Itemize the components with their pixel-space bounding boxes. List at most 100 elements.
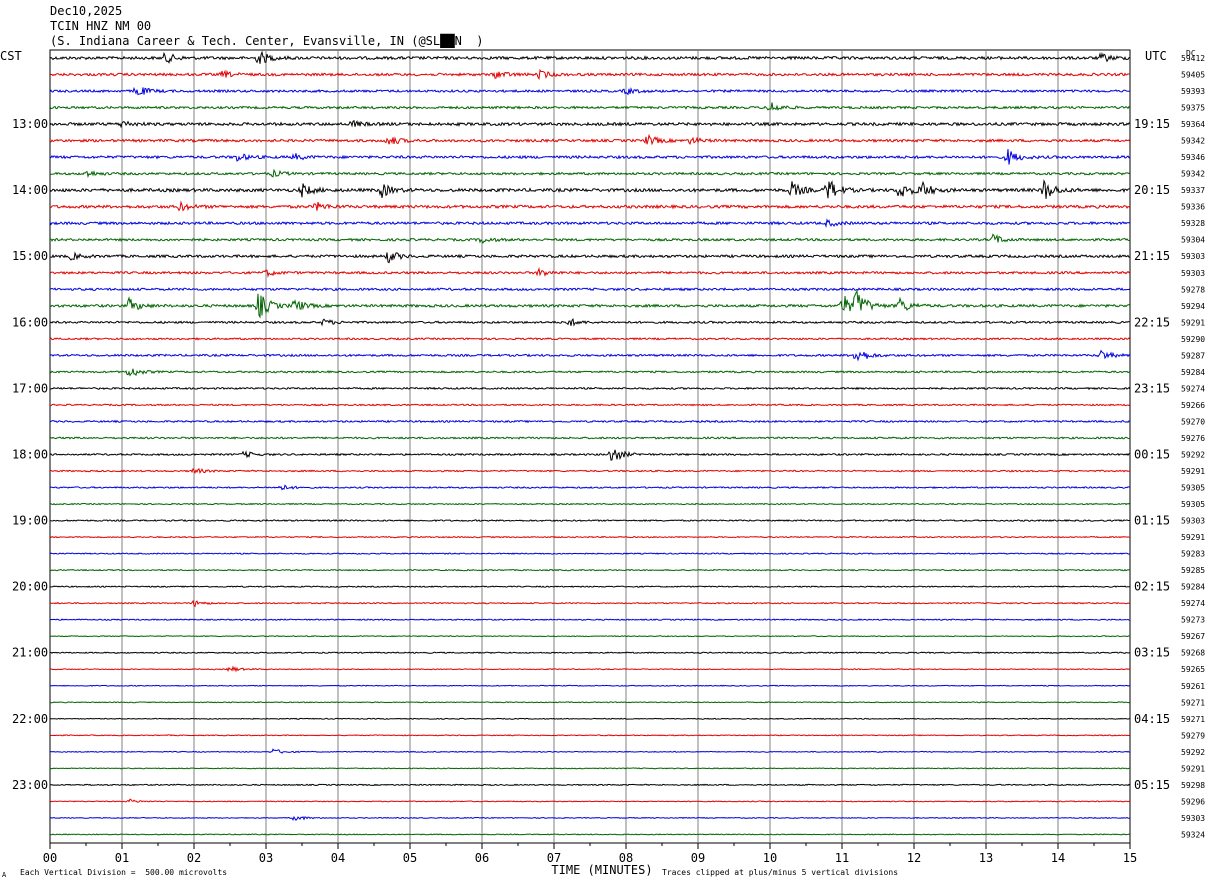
left-timezone-label: CST bbox=[0, 49, 22, 63]
dc-offset-label: 59279 bbox=[1181, 731, 1205, 740]
x-tick-label: 11 bbox=[835, 851, 849, 865]
dc-offset-label: 59375 bbox=[1181, 104, 1205, 113]
dc-offset-label: 59270 bbox=[1181, 417, 1205, 426]
seismic-trace bbox=[49, 218, 1131, 228]
utc-hour-label: 19:15 bbox=[1134, 117, 1170, 131]
dc-offset-label: 59303 bbox=[1181, 814, 1205, 823]
seismic-trace bbox=[49, 665, 1131, 673]
cst-hour-label: 23:00 bbox=[12, 778, 48, 792]
seismic-trace bbox=[49, 436, 1131, 440]
dc-offset-label: 59271 bbox=[1181, 715, 1205, 724]
seismic-trace bbox=[49, 289, 1131, 319]
dc-offset-label: 59268 bbox=[1181, 649, 1205, 658]
seismic-trace bbox=[50, 251, 1131, 264]
utc-hour-label: 02:15 bbox=[1134, 580, 1170, 594]
clip-note: Traces clipped at plus/minus 5 vertical … bbox=[662, 868, 899, 877]
x-tick-label: 14 bbox=[1051, 851, 1065, 865]
dc-offset-label: 59292 bbox=[1181, 748, 1205, 757]
dc-offset-label: 59266 bbox=[1181, 401, 1205, 410]
station-location: (S. Indiana Career & Tech. Center, Evans… bbox=[50, 34, 484, 48]
dc-offset-label: 59303 bbox=[1181, 269, 1205, 278]
dc-offset-label: 59412 bbox=[1181, 54, 1205, 63]
seismic-trace bbox=[49, 748, 1130, 754]
x-tick-label: 04 bbox=[331, 851, 345, 865]
dc-offset-label: 59305 bbox=[1181, 500, 1205, 509]
seismic-trace bbox=[49, 535, 1131, 539]
seismic-trace bbox=[49, 349, 1131, 362]
cst-hour-label: 21:00 bbox=[12, 646, 48, 660]
dc-offset-label: 59298 bbox=[1181, 781, 1205, 790]
utc-hour-label: 00:15 bbox=[1134, 447, 1170, 461]
x-tick-label: 10 bbox=[763, 851, 777, 865]
dc-offset-label: 59273 bbox=[1181, 616, 1205, 625]
seismic-trace bbox=[49, 149, 1131, 165]
x-tick-label: 08 bbox=[619, 851, 633, 865]
cst-hour-label: 14:00 bbox=[12, 183, 48, 197]
seismic-trace bbox=[49, 233, 1131, 244]
seismic-trace bbox=[49, 403, 1131, 407]
seismic-trace bbox=[49, 50, 1131, 64]
seismic-trace bbox=[49, 502, 1131, 506]
seismic-trace bbox=[49, 119, 1131, 129]
x-axis-title: TIME (MINUTES) bbox=[551, 863, 652, 877]
cst-hour-label: 19:00 bbox=[12, 514, 48, 528]
x-tick-label: 12 bbox=[907, 851, 921, 865]
x-tick-label: 07 bbox=[547, 851, 561, 865]
seismic-trace bbox=[49, 266, 1131, 278]
seismic-trace bbox=[49, 651, 1131, 655]
dc-offset-label: 59278 bbox=[1181, 285, 1205, 294]
utc-hour-label: 03:15 bbox=[1134, 646, 1170, 660]
seismic-trace bbox=[50, 585, 1131, 588]
dc-offset-label: 59303 bbox=[1181, 517, 1205, 526]
cst-hour-label: 18:00 bbox=[12, 447, 48, 461]
seismic-trace bbox=[49, 386, 1131, 391]
dc-offset-label: 59304 bbox=[1181, 236, 1205, 245]
dc-offset-label: 59290 bbox=[1181, 335, 1205, 344]
dc-offset-label: 59267 bbox=[1181, 632, 1205, 641]
dc-offset-label: 59342 bbox=[1181, 170, 1205, 179]
seismic-trace bbox=[49, 684, 1131, 687]
dc-offset-header: DC bbox=[1186, 49, 1196, 58]
plot-frame bbox=[49, 49, 1131, 844]
seismic-trace bbox=[49, 179, 1130, 199]
dc-offset-label: 59336 bbox=[1181, 203, 1205, 212]
seismic-trace bbox=[49, 419, 1131, 424]
seismic-trace bbox=[49, 467, 1131, 475]
utc-hour-label: 01:15 bbox=[1134, 514, 1170, 528]
dc-offset-label: 59274 bbox=[1181, 384, 1205, 393]
seismic-trace bbox=[49, 318, 1131, 327]
cst-hour-label: 17:00 bbox=[12, 381, 48, 395]
seismic-trace bbox=[49, 168, 1131, 179]
seismic-trace bbox=[49, 368, 1131, 377]
utc-hour-label: 23:15 bbox=[1134, 381, 1170, 395]
seismic-trace bbox=[49, 599, 1131, 608]
utc-hour-label: 20:15 bbox=[1134, 183, 1170, 197]
seismic-trace bbox=[49, 833, 1131, 836]
dc-offset-label: 59296 bbox=[1181, 797, 1205, 806]
dc-offset-label: 59271 bbox=[1181, 698, 1205, 707]
dc-offset-label: 59285 bbox=[1181, 566, 1205, 575]
x-tick-label: 15 bbox=[1123, 851, 1137, 865]
seismic-trace bbox=[49, 200, 1131, 212]
dc-offset-label: 59291 bbox=[1181, 764, 1205, 773]
seismic-trace bbox=[49, 815, 1131, 822]
x-tick-label: 13 bbox=[979, 851, 993, 865]
dc-offset-label: 59291 bbox=[1181, 467, 1205, 476]
x-tick-label: 06 bbox=[475, 851, 489, 865]
dc-offset-label: 59342 bbox=[1181, 137, 1205, 146]
x-tick-label: 01 bbox=[115, 851, 129, 865]
cst-hour-label: 13:00 bbox=[12, 117, 48, 131]
dc-offset-label: 59364 bbox=[1181, 120, 1205, 129]
station-id: TCIN HNZ NM 00 bbox=[50, 19, 152, 33]
right-timezone-label: UTC bbox=[1145, 49, 1167, 63]
seismic-trace bbox=[49, 133, 1131, 146]
plot-date: Dec10,2025 bbox=[50, 4, 123, 18]
utc-hour-label: 21:15 bbox=[1134, 249, 1170, 263]
seismic-trace bbox=[49, 68, 1131, 81]
seismic-trace bbox=[49, 552, 1130, 555]
seismic-trace bbox=[49, 618, 1131, 621]
cst-hour-label: 16:00 bbox=[12, 315, 48, 329]
dc-offset-label: 59276 bbox=[1181, 434, 1205, 443]
seismic-trace bbox=[50, 519, 1131, 523]
